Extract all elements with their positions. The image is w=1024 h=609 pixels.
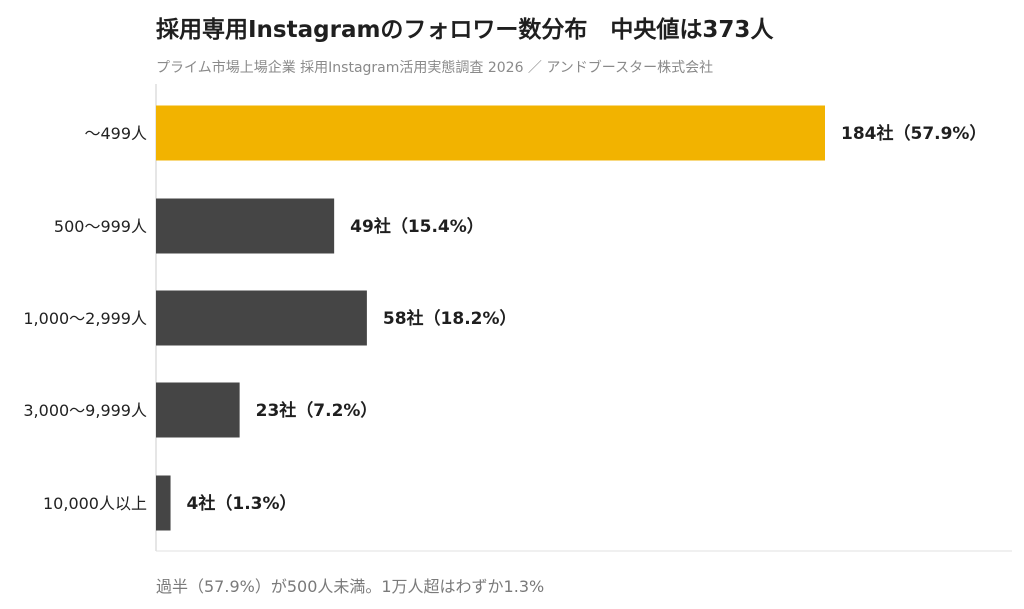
bar-4: [156, 475, 171, 531]
category-label-1: 500〜999人: [54, 217, 147, 236]
category-label-4: 10,000人以上: [43, 494, 147, 513]
bar-1: [156, 198, 335, 254]
data-label-4: 4社（1.3%）: [187, 493, 297, 514]
bar-3: [156, 382, 240, 438]
chart-subtitle: プライム市場上場企業 採用Instagram活用実態調査 2026 ／ アンドブ…: [156, 60, 714, 76]
bar-2: [156, 290, 367, 346]
bar-0: [156, 105, 825, 161]
data-label-0: 184社（57.9%）: [841, 123, 986, 144]
data-label-3: 23社（7.2%）: [256, 400, 378, 421]
chart-footnote: 過半（57.9%）が500人未満。1万人超はわずか1.3%: [156, 577, 545, 596]
category-label-2: 1,000〜2,999人: [23, 309, 147, 328]
data-label-1: 49社（15.4%）: [350, 216, 484, 237]
category-label-3: 3,000〜9,999人: [23, 401, 147, 420]
category-label-0: 〜499人: [84, 124, 147, 143]
data-label-2: 58社（18.2%）: [383, 308, 517, 329]
chart-title: 採用専用Instagramのフォロワー数分布 中央値は373人: [156, 17, 774, 43]
